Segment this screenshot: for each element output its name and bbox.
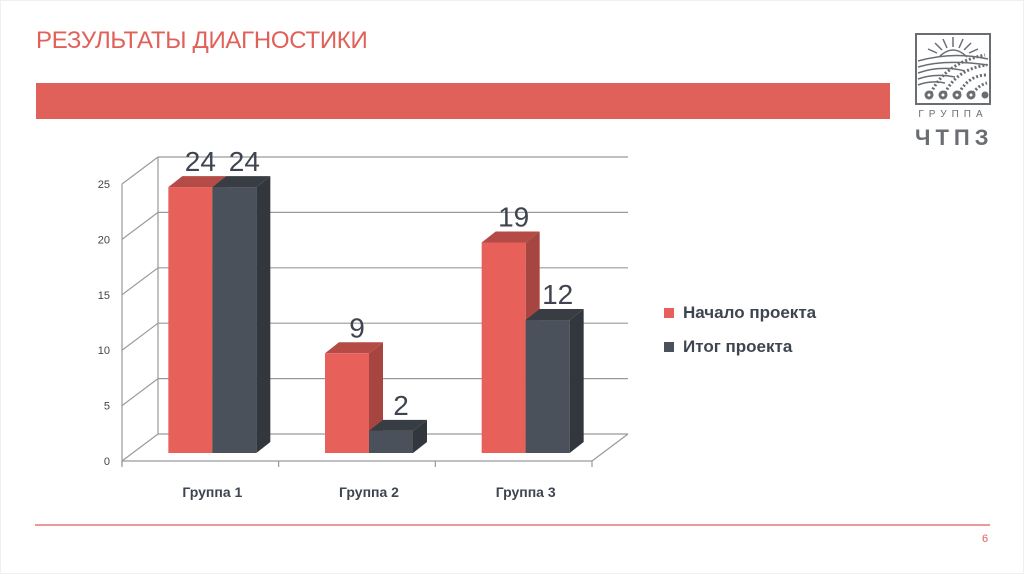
legend-swatch-start <box>664 308 674 318</box>
footer-divider <box>35 524 990 526</box>
gridline-side <box>121 267 159 296</box>
y-tick-label: 10 <box>98 345 110 357</box>
legend-swatch-result <box>664 342 674 352</box>
y-tick-label: 0 <box>104 456 110 468</box>
bar-top <box>212 176 271 188</box>
x-category-label: Группа 1 <box>182 484 242 500</box>
data-label: 24 <box>229 146 260 177</box>
bar-result <box>525 320 570 453</box>
gridline-side <box>121 211 159 240</box>
y-tick-label: 20 <box>98 234 110 246</box>
gridline-side <box>121 156 159 185</box>
gridline-side <box>121 433 159 462</box>
bar-top <box>325 342 383 354</box>
data-label: 9 <box>349 312 365 343</box>
bar-top <box>369 419 427 431</box>
bar-result <box>369 430 413 453</box>
bar-side <box>569 309 584 453</box>
bar-top <box>481 231 540 243</box>
y-tick-label: 15 <box>98 290 110 302</box>
bar-top <box>525 309 584 321</box>
legend-item-start: Начало проекта <box>664 296 816 330</box>
bar-side <box>413 419 427 453</box>
data-label: 19 <box>498 201 529 232</box>
legend-label-start: Начало проекта <box>683 303 817 322</box>
slide-title: РЕЗУЛЬТАТЫ ДИАГНОСТИКИ <box>36 27 368 54</box>
y-tick-label: 25 <box>98 179 110 191</box>
data-label: 12 <box>542 279 573 310</box>
bar-side <box>256 176 271 453</box>
gridline-side <box>121 322 159 351</box>
x-category-label: Группа 2 <box>339 484 399 500</box>
logo-group-label: ГРУППА <box>918 109 988 120</box>
bar-result <box>212 187 257 453</box>
logo-company-name: ЧТПЗ <box>915 125 994 150</box>
data-label: 2 <box>393 390 409 421</box>
bar-start <box>481 242 526 453</box>
page-number: 6 <box>982 533 989 545</box>
chart-legend: Начало проекта Итог проекта <box>664 296 816 364</box>
bar-start <box>325 353 369 453</box>
legend-label-result: Итог проекта <box>683 337 793 356</box>
data-label: 24 <box>185 146 216 177</box>
legend-item-result: Итог проекта <box>664 330 816 364</box>
x-category-label: Группа 3 <box>496 484 556 500</box>
bar-start <box>168 187 213 453</box>
floor-edge <box>591 433 629 462</box>
company-logo: ГРУППА ЧТПЗ <box>915 33 991 155</box>
y-tick-label: 5 <box>104 401 110 413</box>
bar-top <box>168 176 227 188</box>
logo-emblem-icon <box>915 33 991 105</box>
title-banner <box>36 83 890 119</box>
gridline-side <box>121 378 159 407</box>
